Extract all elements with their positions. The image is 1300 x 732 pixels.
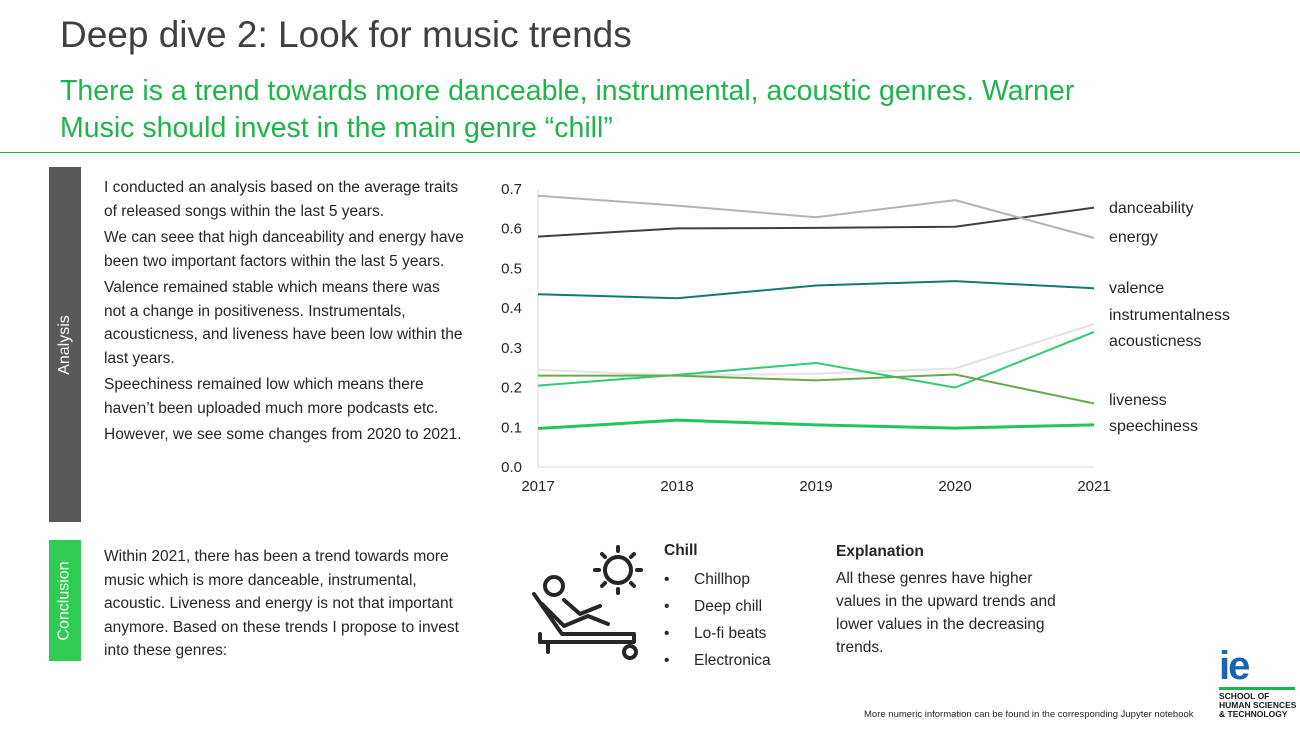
music-trends-line-chart: 0.0 0.1 0.2 0.3 0.4 0.5 0.6 0.7 2017 2018 2019 2020… [501, 181, 1230, 495]
series-line-liveness [538, 373, 1095, 405]
series-label-speechiness: speechiness [1109, 418, 1198, 435]
analysis-paragraph: Valence remained stable which means ther… [104, 279, 463, 367]
explanation-text: All these genres have higher values in t… [836, 570, 1056, 656]
title-divider [0, 152, 1300, 153]
genre-item: Electronica [664, 647, 814, 674]
series-line-energy [537, 194, 1095, 239]
series-label-energy: energy [1109, 229, 1158, 246]
page-title: Deep dive 2: Look for music trends [60, 14, 632, 55]
y-tick-label: 0.5 [501, 260, 522, 277]
ie-school-logo: ie SCHOOL OF HUMAN SCIENCES & TECHNOLOGY [1219, 644, 1299, 719]
analysis-text: I conducted an analysis based on the ave… [104, 176, 464, 450]
series-label-liveness: liveness [1109, 392, 1167, 409]
genre-item: Chillhop [664, 566, 814, 593]
genre-list: Chillhop Deep chill Lo-fi beats Electron… [664, 566, 814, 674]
conclusion-text: Within 2021, there has been a trend towa… [104, 548, 459, 659]
analysis-paragraph: However, we see some changes from 2020 t… [104, 426, 462, 443]
y-tick-label: 0.0 [501, 459, 522, 476]
x-tick-label: 2018 [660, 478, 693, 495]
series-line-valence [537, 280, 1095, 300]
analysis-paragraph: I conducted an analysis based on the ave… [104, 179, 459, 220]
y-tick-label: 0.3 [501, 340, 522, 357]
chill-genres: Chill Chillhop Deep chill Lo-fi beats El… [664, 542, 814, 674]
y-tick-label: 0.6 [501, 221, 522, 238]
sun-lounger-icon [532, 545, 643, 660]
logo-line: SCHOOL OF [1219, 691, 1270, 701]
series-line-instrumentalness [537, 323, 1095, 377]
x-tick-label: 2020 [938, 478, 971, 495]
y-tick-label: 0.1 [501, 419, 522, 436]
explanation-title: Explanation [836, 543, 924, 560]
page-subtitle: There is a trend towards more danceable,… [60, 75, 1075, 144]
y-tick-label: 0.4 [501, 300, 522, 317]
series-label-instrumentalness: instrumentalness [1109, 307, 1230, 324]
series-line-speechiness [537, 418, 1095, 430]
series-label-danceability: danceability [1109, 200, 1194, 217]
series-line-acousticness [537, 331, 1095, 389]
logo-bar [1219, 687, 1295, 690]
series-line-danceability [537, 206, 1095, 238]
genre-item: Lo-fi beats [664, 620, 814, 647]
analysis-paragraph: We can seee that high danceability and e… [104, 229, 464, 270]
logo-line: HUMAN SCIENCES [1219, 700, 1297, 710]
genre-item: Deep chill [664, 593, 814, 620]
conclusion-tab-label: Conclusion [56, 560, 73, 641]
logo-line: & TECHNOLOGY [1219, 709, 1288, 719]
analysis-tab-label: Analysis [56, 314, 74, 375]
analysis-paragraph: Speechiness remained low which means the… [104, 376, 439, 417]
explanation-block: Explanation All these genres have higher… [836, 542, 1066, 659]
y-tick-label: 0.2 [501, 380, 522, 397]
x-tick-label: 2017 [521, 478, 554, 495]
footnote: More numeric information can be found in… [864, 709, 1194, 720]
analysis-tab: Analysis [49, 167, 81, 522]
x-tick-label: 2021 [1077, 478, 1110, 495]
x-tick-label: 2019 [799, 478, 832, 495]
conclusion-tab: Conclusion [49, 540, 81, 661]
chill-title: Chill [664, 542, 698, 559]
series-label-acousticness: acousticness [1109, 333, 1202, 350]
y-tick-label: 0.7 [501, 181, 522, 198]
logo-mark: ie [1219, 644, 1250, 688]
series-label-valence: valence [1109, 280, 1164, 297]
